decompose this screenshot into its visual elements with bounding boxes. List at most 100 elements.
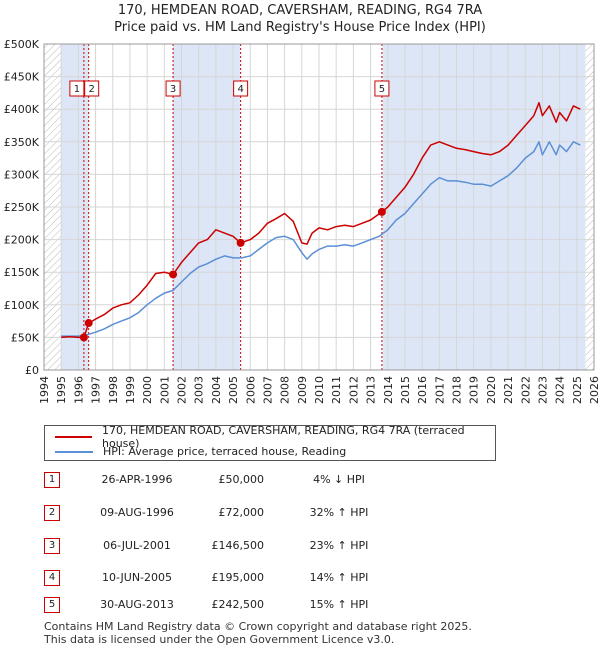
y-tick-label: £500K [4,38,40,51]
legend-price-swatch [55,435,92,438]
legend-item-hpi: HPI: Average price, terraced house, Read… [55,444,346,459]
chart-subtitle: Price paid vs. HM Land Registry's House … [114,20,486,35]
x-tick-label: 2025 [571,376,584,404]
y-tick-label: £350K [4,136,40,149]
x-tick-label: 2012 [347,376,360,404]
x-tick-label: 2007 [261,376,274,404]
sale-marker-box [69,80,85,97]
legend-price-label: 170, HEMDEAN ROAD, CAVERSHAM, READING, R… [102,423,465,450]
transaction-hpi-diff: 23% ↑ HPI [309,539,369,552]
table-row: 2 09-AUG-1996 £72,000 32% ↑ HPI [44,505,600,525]
transaction-number: 5 [44,597,60,613]
transaction-hpi-diff: 4% ↓ HPI [313,473,365,486]
footer-copyright: Contains HM Land Registry data © Crown c… [44,620,472,633]
x-tick-label: 1995 [55,376,68,404]
transaction-price: £146,500 [211,539,265,552]
x-tick-label: 2024 [554,376,567,404]
y-tick-label: £300K [4,168,40,181]
sale-marker-label: 5 [379,84,385,95]
sale-marker-label: 4 [237,84,243,95]
x-tick-label: 2010 [313,376,326,404]
sale-marker-box [165,80,181,97]
x-tick-label: 1996 [72,376,85,404]
transaction-date: 26-APR-1996 [101,473,173,486]
price-paid-series-line [61,101,581,339]
y-tick-label: £0 [25,364,39,377]
table-row: 5 30-AUG-2013 £242,500 15% ↑ HPI [44,597,600,617]
plot-frame [43,43,595,371]
x-tick-label: 1997 [90,376,103,404]
legend-item-price: 170, HEMDEAN ROAD, CAVERSHAM, READING, R… [55,424,495,450]
x-tick-label: 2002 [176,376,189,404]
x-tick-label: 2019 [468,376,481,404]
x-tick-label: 2009 [296,376,309,404]
x-tick-label: 2026 [588,376,600,404]
sale-marker-label: 1 [74,84,80,95]
sale-point [79,333,88,342]
legend-hpi-swatch [55,450,93,453]
transaction-number: 3 [44,538,60,554]
transaction-price: £195,000 [211,571,265,584]
transaction-date: 10-JUN-2005 [101,571,173,584]
x-tick-label: 2015 [399,376,412,404]
x-tick-label: 2005 [227,376,240,404]
legend: 170, HEMDEAN ROAD, CAVERSHAM, READING, R… [44,424,496,461]
y-tick-label: £100K [4,299,40,312]
y-tick-label: £200K [4,234,40,247]
x-tick-label: 2017 [433,376,446,404]
transaction-number: 4 [44,570,60,586]
x-tick-label: 2004 [210,376,223,404]
x-tick-label: 2016 [416,376,429,404]
y-tick-label: £150K [4,266,40,279]
x-tick-label: 2003 [193,376,206,404]
x-tick-label: 2013 [365,376,378,404]
transaction-hpi-diff: 32% ↑ HPI [309,506,369,519]
transaction-hpi-diff: 14% ↑ HPI [309,571,369,584]
x-tick-label: 2001 [158,376,171,404]
transaction-price: £50,000 [218,473,265,486]
x-tick-label: 2020 [485,376,498,404]
transaction-price: £242,500 [211,598,265,611]
sale-marker-label: 2 [89,84,95,95]
x-tick-label: 2008 [279,376,292,404]
table-row: 3 06-JUL-2001 £146,500 23% ↑ HPI [44,538,600,558]
x-tick-label: 1998 [107,376,120,404]
sale-point [84,319,93,328]
transaction-number: 2 [44,505,60,521]
transaction-hpi-diff: 15% ↑ HPI [309,598,369,611]
transaction-date: 06-JUL-2001 [103,539,171,552]
footer: Contains HM Land Registry data © Crown c… [44,620,472,646]
x-tick-label: 2023 [536,376,549,404]
hpi-series-line [61,141,581,337]
x-tick-label: 1994 [38,376,51,404]
transaction-number: 1 [44,472,60,488]
x-tick-label: 2000 [141,376,154,404]
sale-point [236,238,245,247]
sale-point [169,270,178,279]
table-row: 1 26-APR-1996 £50,000 4% ↓ HPI [44,472,600,492]
x-tick-label: 2014 [382,376,395,404]
sale-point [377,207,386,216]
x-tick-label: 2006 [244,376,257,404]
table-row: 4 10-JUN-2005 £195,000 14% ↑ HPI [44,570,600,590]
chart-title: 170, HEMDEAN ROAD, CAVERSHAM, READING, R… [117,3,483,18]
sale-marker-box [233,80,249,97]
x-tick-label: 2011 [330,376,343,404]
sale-marker-label: 3 [170,84,176,95]
transaction-price: £72,000 [218,506,265,519]
footer-license: This data is licensed under the Open Gov… [44,633,395,646]
transaction-date: 09-AUG-1996 [100,506,174,519]
y-tick-label: £50K [11,331,40,344]
x-tick-label: 2021 [502,376,515,404]
y-tick-label: £400K [4,103,40,116]
legend-hpi-label: HPI: Average price, terraced house, Read… [103,445,347,458]
y-tick-label: £250K [4,201,40,214]
sale-marker-box [84,80,100,97]
y-tick-label: £450K [4,71,40,84]
sale-marker-box [374,80,390,97]
x-tick-label: 1999 [124,376,137,404]
transaction-date: 30-AUG-2013 [100,598,174,611]
x-tick-label: 2022 [519,376,532,404]
x-tick-label: 2018 [451,376,464,404]
